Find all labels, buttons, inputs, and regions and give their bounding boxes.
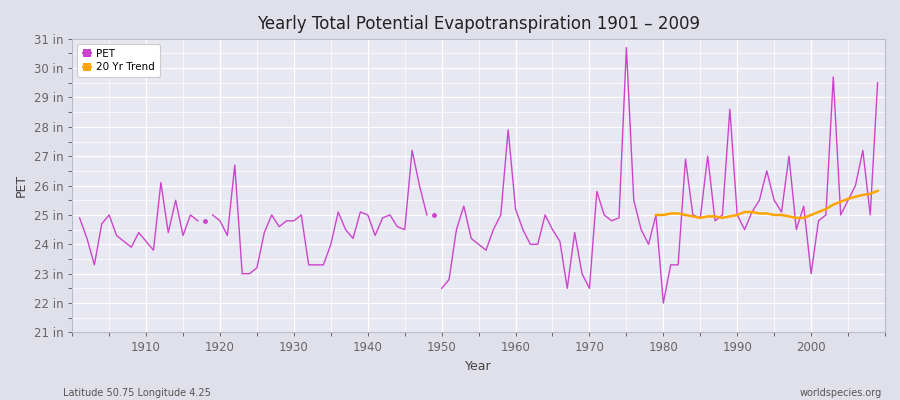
- X-axis label: Year: Year: [465, 360, 492, 373]
- Y-axis label: PET: PET: [15, 174, 28, 197]
- Text: worldspecies.org: worldspecies.org: [800, 388, 882, 398]
- Text: Latitude 50.75 Longitude 4.25: Latitude 50.75 Longitude 4.25: [63, 388, 211, 398]
- Legend: PET, 20 Yr Trend: PET, 20 Yr Trend: [77, 44, 160, 78]
- Title: Yearly Total Potential Evapotranspiration 1901 – 2009: Yearly Total Potential Evapotranspiratio…: [257, 15, 700, 33]
